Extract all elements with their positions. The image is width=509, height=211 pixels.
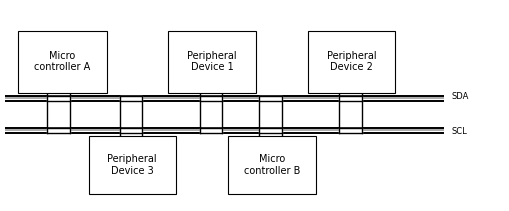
FancyBboxPatch shape [89,136,176,194]
Text: Peripheral
Device 3: Peripheral Device 3 [107,154,157,176]
FancyBboxPatch shape [308,31,395,93]
Text: Micro
controller A: Micro controller A [34,51,91,72]
Text: Peripheral
Device 2: Peripheral Device 2 [327,51,377,72]
FancyBboxPatch shape [18,31,107,93]
Text: Peripheral
Device 1: Peripheral Device 1 [187,51,237,72]
Text: SCL: SCL [451,127,467,136]
FancyBboxPatch shape [168,31,256,93]
FancyBboxPatch shape [229,136,316,194]
Text: Micro
controller B: Micro controller B [244,154,300,176]
Text: SDA: SDA [451,92,469,101]
